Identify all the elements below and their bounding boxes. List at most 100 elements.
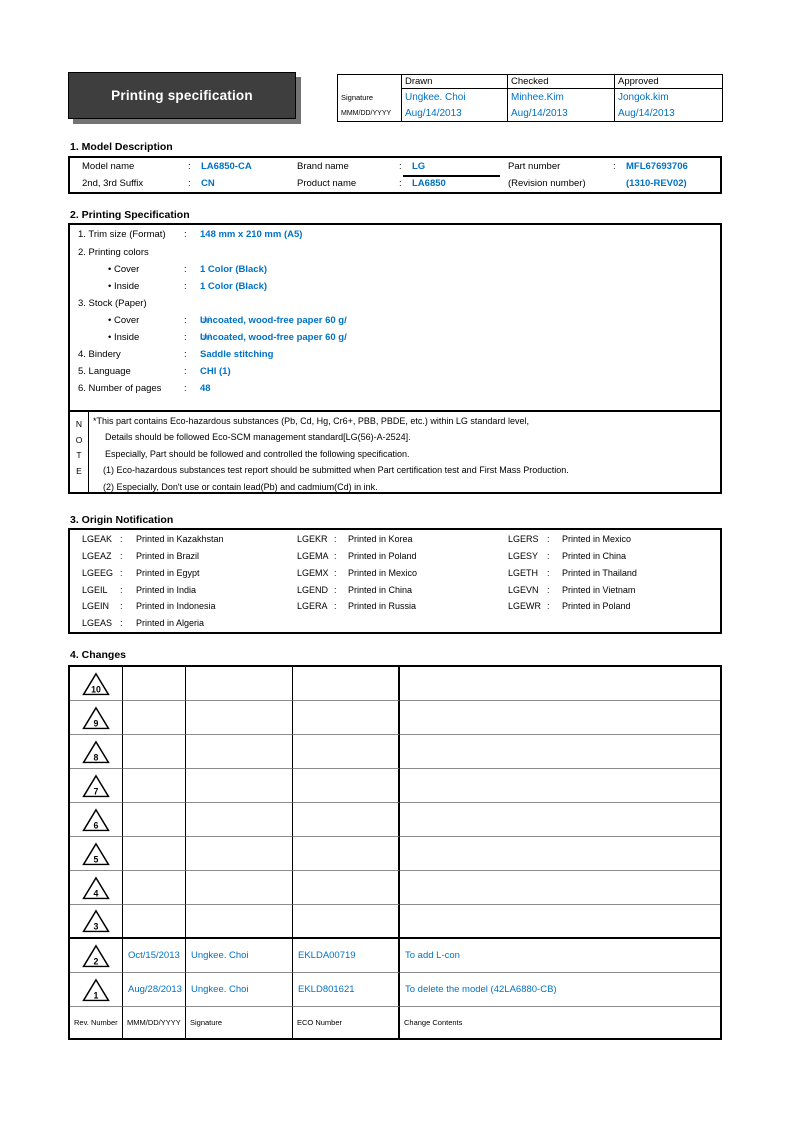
spec-value: 1 Color (Black) xyxy=(200,281,268,292)
colon: : xyxy=(547,585,550,595)
origin-code: LGEND xyxy=(297,585,329,595)
note-line: Especially, Part should be followed and … xyxy=(105,449,410,459)
revision-triangle-icon: 3 xyxy=(82,909,110,933)
changes-table: 10 9 8 7 6 5 4 3 xyxy=(68,665,722,1040)
origin-row: LGEAK: Printed in Kazakhstan LGEKR: Printe… xyxy=(70,534,720,546)
svg-text:10: 10 xyxy=(91,684,101,694)
origin-code: LGEKR xyxy=(297,534,328,544)
approval-row-label-signature: Signature xyxy=(338,89,402,106)
changes-cell-empty xyxy=(123,905,186,939)
revision-marker-cell: 8 xyxy=(70,735,123,769)
changes-cell-empty xyxy=(400,871,720,905)
signature-drawn: Ungkee. Choi xyxy=(402,89,508,106)
changes-cell-empty xyxy=(293,701,400,735)
spec-printing-colors: 2. Printing colors xyxy=(70,247,720,260)
changes-cell-empty xyxy=(186,803,293,837)
change-date: Aug/28/2013 xyxy=(123,973,186,1007)
page-title: Printing specification xyxy=(111,88,253,103)
origin-code: LGEAK xyxy=(82,534,113,544)
changes-cell-empty xyxy=(123,701,186,735)
origin-place: Printed in Kazakhstan xyxy=(136,534,224,544)
revision-marker-cell: 9 xyxy=(70,701,123,735)
colon: : xyxy=(547,568,550,578)
change-signature: Ungkee. Choi xyxy=(186,973,293,1007)
origin-code: LGEMA xyxy=(297,551,329,561)
part-number-value: MFL67693706 xyxy=(626,161,688,172)
part-number-label: Part number xyxy=(508,161,561,172)
changes-cell-empty xyxy=(293,769,400,803)
date-checked: Aug/14/2013 xyxy=(508,106,615,121)
changes-cell-empty xyxy=(186,701,293,735)
origin-place: Printed in Korea xyxy=(348,534,413,544)
changes-footer-change-contents: Change Contents xyxy=(404,1018,463,1027)
revision-marker-cell: 2 xyxy=(70,939,123,973)
colon: : xyxy=(184,366,187,377)
approval-col-approved: Approved xyxy=(615,75,722,89)
colon: : xyxy=(334,601,337,611)
changes-cell-empty xyxy=(123,667,186,701)
change-signature: Ungkee. Choi xyxy=(186,939,293,973)
changes-cell-empty xyxy=(186,905,293,939)
revision-triangle-icon: 10 xyxy=(82,671,110,695)
revision-triangle-icon: 4 xyxy=(82,875,110,899)
changes-cell-empty xyxy=(400,803,720,837)
spec-label: 2. Printing colors xyxy=(78,247,149,258)
colon: : xyxy=(184,264,187,275)
colon: : xyxy=(184,349,187,360)
svg-text:9: 9 xyxy=(94,718,99,728)
origin-place: Printed in India xyxy=(136,585,197,595)
changes-cell-empty xyxy=(186,769,293,803)
signature-approved: Jongok.kim xyxy=(618,92,669,103)
document-title-box: Printing specification xyxy=(68,72,296,119)
origin-code: LGEWR xyxy=(508,601,542,611)
colon: : xyxy=(547,601,550,611)
change-contents: To add L-con xyxy=(400,939,720,973)
spec-label: Cover xyxy=(108,315,139,326)
colon: : xyxy=(188,178,191,189)
spec-label: 6. Number of pages xyxy=(78,383,162,394)
revision-marker-cell: 5 xyxy=(70,837,123,871)
colon: : xyxy=(120,601,123,611)
changes-footer-eco-number: ECO Number xyxy=(293,1007,400,1038)
origin-row: LGEIL: Printed in India LGEND: Printed in … xyxy=(70,585,720,597)
origin-place: Printed in Russia xyxy=(348,601,417,611)
square-meter-unit: m² xyxy=(200,332,212,343)
note-line: *This part contains Eco-hazardous substa… xyxy=(93,416,529,426)
spec-label: Cover xyxy=(108,264,139,275)
approval-empty-header-cell xyxy=(338,75,402,89)
revision-marker-cell: 4 xyxy=(70,871,123,905)
origin-code: LGEAZ xyxy=(82,551,112,561)
spec-value: 48 xyxy=(200,383,211,394)
changes-cell-empty xyxy=(186,735,293,769)
origin-code: LGERA xyxy=(297,601,328,611)
model-description-table: Model name : LA6850-CA Brand name : LG P… xyxy=(68,156,722,194)
change-eco-number: EKLDA00719 xyxy=(293,939,400,973)
date-drawn: Aug/14/2013 xyxy=(402,106,508,121)
spec-value: 148 mm x 210 mm (A5) xyxy=(200,229,303,240)
note-vertical-label: NOTE xyxy=(75,419,83,476)
spec-trim-size: 1. Trim size (Format) : 148 mm x 210 mm … xyxy=(70,229,720,242)
signature-checked: Minhee.Kim xyxy=(508,89,615,106)
brand-name-label: Brand name xyxy=(297,161,349,172)
spec-label: 3. Stock (Paper) xyxy=(78,298,147,309)
spec-value: Saddle stitching xyxy=(200,349,274,360)
changes-cell-empty xyxy=(293,803,400,837)
changes-cell-empty xyxy=(400,667,720,701)
origin-code: LGESY xyxy=(508,551,539,561)
colon: : xyxy=(613,161,616,172)
changes-cell-empty xyxy=(186,667,293,701)
revision-marker-cell: 10 xyxy=(70,667,123,701)
origin-place: Printed in Brazil xyxy=(136,551,200,561)
approval-col-drawn: Drawn xyxy=(402,75,508,89)
changes-cell-empty xyxy=(400,905,720,939)
approval-table: Drawn Checked Approved Signature Ungkee.… xyxy=(337,74,723,122)
brand-name-value: LG xyxy=(412,161,426,172)
changes-cell-empty xyxy=(400,837,720,871)
spec-value: Uncoated, wood-free paper 60 g/m² xyxy=(200,332,347,345)
heading-changes: 4. Changes xyxy=(70,649,127,661)
svg-text:6: 6 xyxy=(94,820,99,830)
colon: : xyxy=(547,534,550,544)
origin-place: Printed in Algeria xyxy=(136,618,205,628)
origin-row: LGEAZ: Printed in Brazil LGEMA: Printed in… xyxy=(70,551,720,563)
